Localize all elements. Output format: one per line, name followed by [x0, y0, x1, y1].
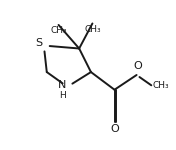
Text: O: O: [133, 61, 142, 71]
Text: N: N: [58, 80, 66, 90]
Text: CH₃: CH₃: [84, 25, 101, 34]
Text: CH₃: CH₃: [50, 26, 67, 35]
Text: CH₃: CH₃: [152, 81, 169, 90]
Text: O: O: [110, 124, 119, 134]
Text: H: H: [59, 91, 66, 100]
Text: S: S: [35, 38, 42, 48]
